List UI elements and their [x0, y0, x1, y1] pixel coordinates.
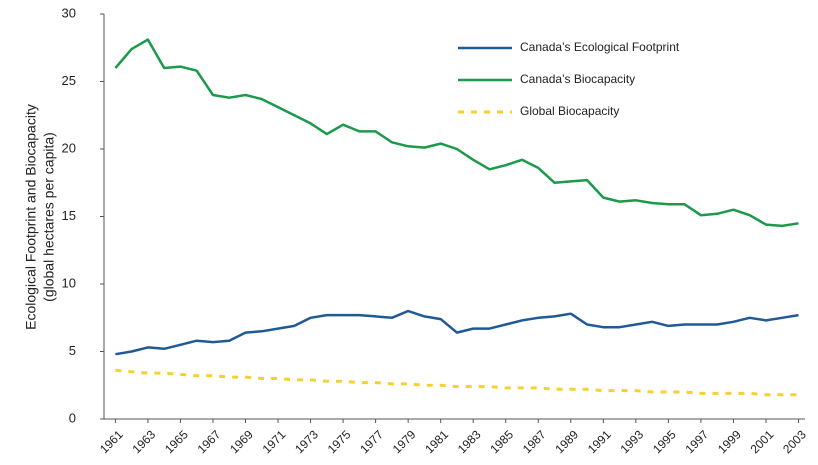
- x-tick-label: 1975: [325, 427, 354, 456]
- x-tick-label: 1963: [129, 427, 158, 456]
- x-tick-label: 1995: [650, 427, 679, 456]
- series-line: [115, 368, 799, 397]
- y-tick-label: 30: [62, 5, 76, 20]
- y-tick-label: 10: [62, 275, 76, 290]
- x-tick-label: 1965: [162, 427, 191, 456]
- y-axis-label: Ecological Footprint and Biocapacity: [23, 104, 39, 330]
- x-tick-label: 1997: [682, 427, 711, 456]
- x-tick-label: 1977: [357, 427, 386, 456]
- x-tick-label: 1973: [292, 427, 321, 456]
- x-tick-label: 1987: [520, 427, 549, 456]
- x-tick-label: 1985: [487, 427, 516, 456]
- y-tick-label: 5: [69, 343, 76, 358]
- x-tick-label: 1979: [390, 427, 419, 456]
- x-tick-label: 1993: [617, 427, 646, 456]
- x-tick-label: 1961: [97, 427, 126, 456]
- y-tick-label: 15: [62, 208, 76, 223]
- x-tick-label: 1989: [552, 427, 581, 456]
- x-tick-label: 1983: [455, 427, 484, 456]
- x-tick-label: 1999: [715, 427, 744, 456]
- legend-label: Canada’s Ecological Footprint: [520, 40, 680, 54]
- x-tick-label: 1971: [260, 427, 289, 456]
- series-line: [114, 38, 799, 228]
- legend-label: Global Biocapacity: [520, 104, 619, 118]
- y-axis-label: (global hectares per capita): [41, 132, 57, 302]
- x-tick-label: 1969: [227, 427, 256, 456]
- series-line: [115, 309, 799, 356]
- x-tick-label: 1991: [585, 427, 614, 456]
- y-tick-label: 25: [62, 73, 76, 88]
- x-tick-label: 2003: [780, 427, 809, 456]
- x-tick-label: 1967: [195, 427, 224, 456]
- legend-label: Canada’s Biocapacity: [520, 72, 635, 86]
- x-tick-label: 1981: [422, 427, 451, 456]
- y-tick-label: 0: [69, 410, 76, 425]
- x-tick-label: 2001: [748, 427, 777, 456]
- y-tick-label: 20: [62, 140, 76, 155]
